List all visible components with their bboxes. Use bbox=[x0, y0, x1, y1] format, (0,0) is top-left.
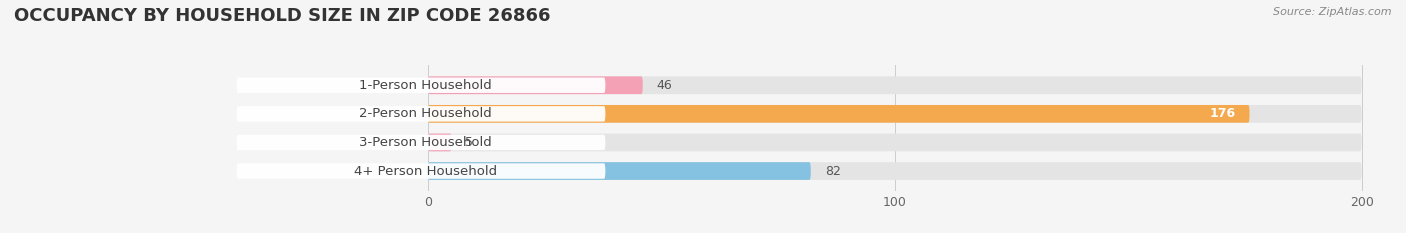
FancyBboxPatch shape bbox=[427, 134, 1361, 151]
FancyBboxPatch shape bbox=[236, 78, 606, 93]
Text: 82: 82 bbox=[825, 164, 841, 178]
Text: 4+ Person Household: 4+ Person Household bbox=[354, 164, 498, 178]
FancyBboxPatch shape bbox=[427, 134, 451, 151]
Text: 2-Person Household: 2-Person Household bbox=[360, 107, 492, 120]
Text: 5: 5 bbox=[465, 136, 474, 149]
Text: 3-Person Household: 3-Person Household bbox=[360, 136, 492, 149]
Text: OCCUPANCY BY HOUSEHOLD SIZE IN ZIP CODE 26866: OCCUPANCY BY HOUSEHOLD SIZE IN ZIP CODE … bbox=[14, 7, 551, 25]
FancyBboxPatch shape bbox=[236, 163, 606, 179]
FancyBboxPatch shape bbox=[427, 76, 643, 94]
FancyBboxPatch shape bbox=[427, 105, 1250, 123]
FancyBboxPatch shape bbox=[427, 162, 1361, 180]
FancyBboxPatch shape bbox=[427, 105, 1361, 123]
FancyBboxPatch shape bbox=[236, 135, 606, 150]
Text: 1-Person Household: 1-Person Household bbox=[360, 79, 492, 92]
FancyBboxPatch shape bbox=[236, 106, 606, 122]
FancyBboxPatch shape bbox=[427, 162, 811, 180]
FancyBboxPatch shape bbox=[427, 76, 1361, 94]
Text: 46: 46 bbox=[657, 79, 672, 92]
Text: 176: 176 bbox=[1209, 107, 1236, 120]
Text: Source: ZipAtlas.com: Source: ZipAtlas.com bbox=[1274, 7, 1392, 17]
